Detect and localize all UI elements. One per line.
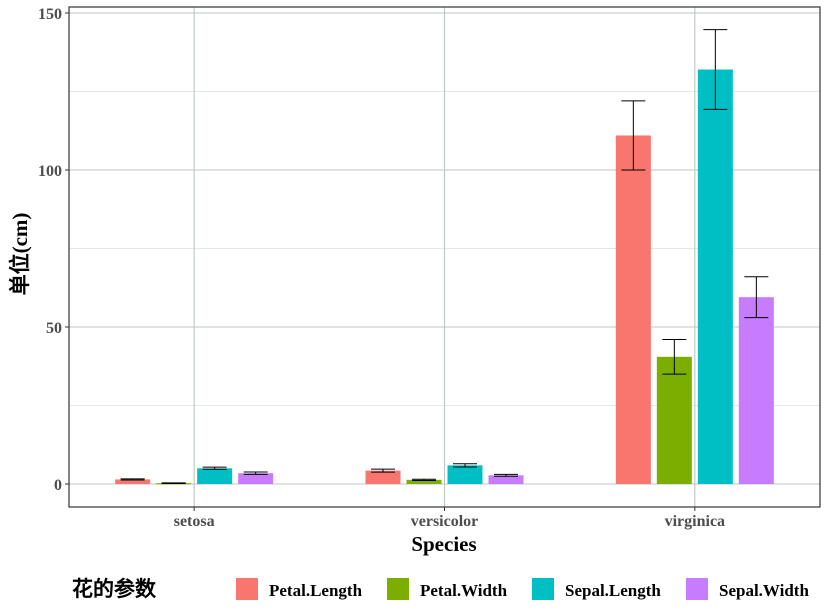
legend-swatch bbox=[532, 578, 554, 600]
legend-item-sepal-width: Sepal.Width bbox=[686, 578, 809, 600]
y-tick-label: 150 bbox=[38, 6, 62, 23]
legend-label: Petal.Length bbox=[269, 581, 363, 600]
error-bar-petal-length-versicolor bbox=[371, 468, 395, 473]
legend-label: Petal.Width bbox=[420, 581, 508, 600]
bar-petal-width-versicolor bbox=[406, 479, 442, 484]
x-axis-ticks: setosa versicolor virginica bbox=[174, 507, 725, 530]
x-axis-title: Species bbox=[411, 532, 476, 556]
error-bar-petal-width-virginica bbox=[662, 339, 687, 375]
bar-sepal-width-versicolor bbox=[488, 475, 524, 484]
y-tick-label: 100 bbox=[38, 163, 62, 180]
legend: Petal.Length Petal.Width Sepal.Length Sepal… bbox=[236, 578, 809, 600]
legend-label: Sepal.Width bbox=[719, 581, 809, 600]
error-bar-sepal-length-versicolor bbox=[453, 463, 477, 468]
legend-item-sepal-length: Sepal.Length bbox=[532, 578, 661, 600]
legend-title: 花的参数 bbox=[72, 576, 157, 601]
y-axis-title: 单位(cm) bbox=[8, 213, 32, 296]
bar-petal-width-virginica bbox=[656, 356, 692, 484]
bar-sepal-length-setosa bbox=[197, 468, 233, 484]
legend-label: Sepal.Length bbox=[565, 581, 661, 600]
error-bar-petal-width-setosa bbox=[161, 482, 186, 485]
bar-sepal-length-virginica bbox=[697, 69, 733, 485]
x-tick-label-virginica: virginica bbox=[665, 513, 725, 530]
error-bar-petal-length-setosa bbox=[120, 478, 145, 481]
legend-item-petal-width: Petal.Width bbox=[387, 578, 508, 600]
legend-item-petal-length: Petal.Length bbox=[236, 578, 363, 600]
error-bar-sepal-width-setosa bbox=[243, 471, 268, 475]
error-bar-sepal-length-virginica bbox=[703, 29, 728, 110]
x-tick-label-versicolor: versicolor bbox=[411, 513, 479, 530]
error-bar-sepal-length-setosa bbox=[202, 466, 227, 470]
bar-sepal-width-setosa bbox=[238, 473, 274, 484]
error-bar-sepal-width-versicolor bbox=[494, 473, 518, 477]
bar-petal-length-versicolor bbox=[365, 470, 401, 484]
legend-swatch bbox=[236, 578, 258, 600]
grid-lines bbox=[69, 7, 820, 507]
error-bar-sepal-width-virginica bbox=[744, 276, 769, 319]
bar-sepal-width-virginica bbox=[738, 297, 774, 484]
legend-swatch bbox=[686, 578, 708, 600]
bars-group bbox=[115, 69, 774, 485]
error-bar-petal-length-virginica bbox=[621, 100, 646, 171]
bar-petal-length-virginica bbox=[615, 135, 651, 484]
legend-swatch bbox=[387, 578, 409, 600]
error-bars-group bbox=[120, 29, 769, 485]
y-tick-label: 0 bbox=[54, 477, 62, 494]
y-axis-ticks: 0 50 100 150 bbox=[38, 6, 69, 494]
x-tick-label-setosa: setosa bbox=[174, 513, 215, 530]
bar-petal-length-setosa bbox=[115, 479, 151, 484]
y-tick-label: 50 bbox=[46, 320, 62, 337]
error-bar-petal-width-versicolor bbox=[412, 478, 436, 481]
bar-sepal-length-versicolor bbox=[447, 465, 483, 484]
